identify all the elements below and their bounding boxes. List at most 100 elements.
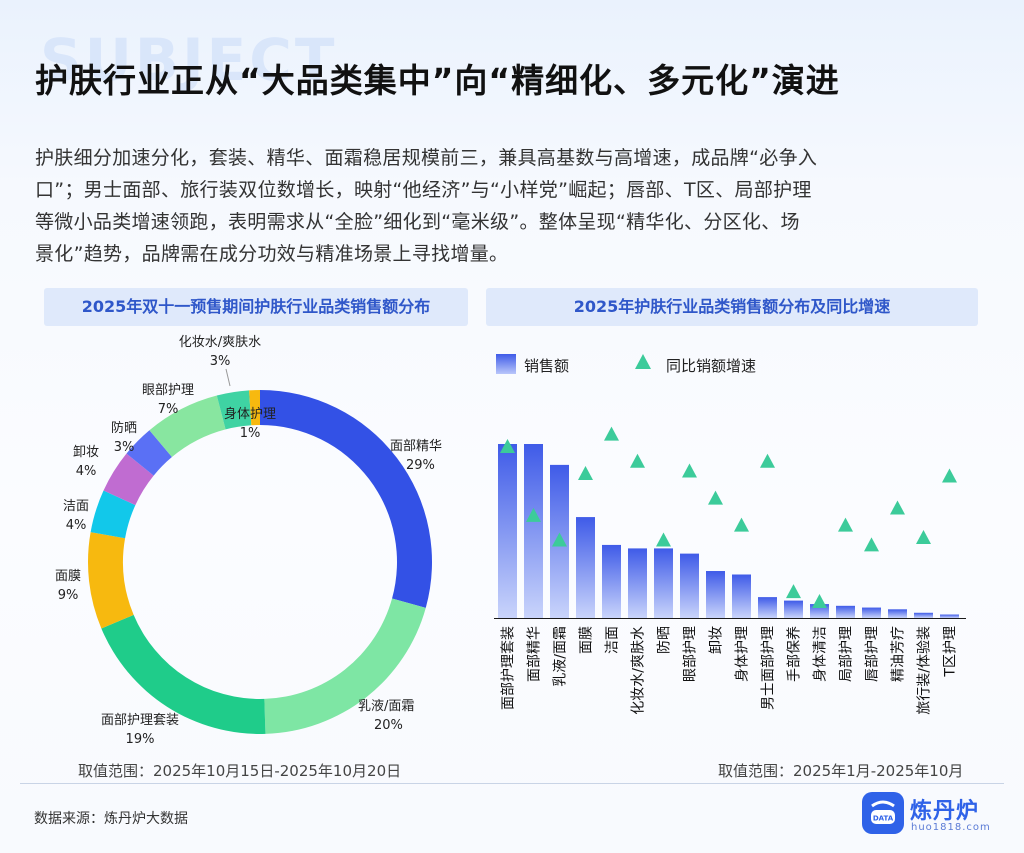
intro-paragraph: 护肤细分加速分化，套装、精华、面霜稳居规模前三，兼具高基数与高增速，成品牌“必争…	[35, 142, 995, 270]
donut-slice	[101, 614, 266, 734]
slice-value-label: 7%	[158, 402, 179, 417]
legend-swatch-triangle	[635, 354, 651, 369]
growth-marker	[760, 453, 775, 468]
slice-value-label: 1%	[240, 426, 261, 441]
growth-marker	[604, 426, 619, 441]
slice-value-label: 3%	[114, 440, 135, 455]
growth-marker	[916, 529, 931, 544]
donut-slice	[88, 532, 134, 629]
slice-label: 面部护理套装	[101, 712, 179, 728]
donut-chart: 面部精华 29% 乳液/面霜 20% 面部护理套装 19% 面膜 9% 洁面 4% 卸妆 4% 防晒 3%…	[55, 335, 442, 747]
intro-line: 口”；男士面部、旅行装双位数增长，映射“他经济”与“小样党”崛起；唇部、T区、局…	[35, 179, 812, 201]
intro-line: 等微小品类增速领跑，表明需求从“全脸”细化到“毫米级”。整体呈现“精华化、分区化…	[35, 211, 800, 233]
donut-slice	[260, 390, 432, 608]
category-tick-label: 卸妆	[709, 626, 725, 654]
slice-label: 化妆水/爽肤水	[179, 335, 261, 350]
bar	[498, 444, 517, 618]
growth-marker	[526, 507, 541, 522]
category-tick-label: 面膜	[579, 626, 595, 654]
slice-label: 乳液/面霜	[358, 699, 414, 714]
legend-label: 销售额	[524, 357, 569, 375]
slice-label: 卸妆	[73, 444, 99, 460]
bar	[758, 597, 777, 618]
bar	[654, 548, 673, 618]
slice-label: 眼部护理	[142, 383, 194, 398]
donut-slice	[216, 390, 252, 430]
growth-marker	[864, 537, 879, 552]
donut-slice	[126, 430, 172, 476]
page-title: 护肤行业正从“大品类集中”向“精细化、多元化”演进	[35, 61, 840, 100]
bar	[888, 609, 907, 618]
bar	[628, 548, 647, 618]
bar	[862, 607, 881, 618]
leader-line	[225, 368, 231, 387]
category-tick-label: 面部护理套装	[501, 626, 517, 710]
growth-marker	[708, 490, 723, 505]
donut-slice	[90, 490, 136, 539]
legend-label: 同比销额增速	[666, 357, 756, 375]
slice-label: 身体护理	[224, 406, 276, 422]
category-tick-label: T区护理	[943, 626, 959, 678]
donut-slice	[249, 390, 260, 426]
category-tick-label: 洁面	[605, 626, 621, 654]
right-chart-heading: 2025年护肤行业品类销售额分布及同比增速	[486, 288, 978, 326]
footer-divider	[20, 783, 1004, 784]
slice-label: 面膜	[55, 569, 81, 584]
subject-watermark: SUBJECT	[40, 26, 338, 94]
left-chart-heading: 2025年双十一预售期间护肤行业品类销售额分布	[44, 288, 468, 326]
logo-url: huo1818.com	[911, 822, 991, 833]
bar	[914, 612, 933, 618]
bar	[576, 517, 595, 618]
category-tick-label: 身体护理	[735, 626, 751, 682]
donut-slice	[149, 395, 226, 458]
logo-icon-text: DATA	[873, 815, 894, 823]
left-range-note: 取值范围：2025年10月15日-2025年10月20日	[78, 762, 402, 780]
slice-value-label: 4%	[66, 518, 87, 533]
category-tick-label: 眼部护理	[683, 626, 699, 682]
slice-value-label: 3%	[210, 354, 231, 369]
growth-marker	[812, 593, 827, 608]
legend-swatch-bar	[496, 354, 516, 374]
donut-slice	[264, 598, 426, 734]
bar	[680, 553, 699, 618]
logo-name: 炼丹炉	[910, 799, 980, 824]
slice-value-label: 20%	[374, 718, 403, 733]
category-tick-label: 局部护理	[839, 626, 855, 682]
intro-line: 护肤细分加速分化，套装、精华、面霜稳居规模前三，兼具高基数与高增速，成品牌“必争…	[35, 147, 818, 169]
data-source: 数据来源：炼丹炉大数据	[34, 811, 188, 827]
slice-label: 面部精华	[390, 439, 442, 454]
bar	[732, 574, 751, 618]
growth-marker	[578, 466, 593, 481]
category-tick-label: 防晒	[657, 626, 673, 654]
right-range-note: 取值范围：2025年1月-2025年10月	[718, 762, 964, 780]
category-tick-label: 乳液/面霜	[553, 626, 569, 687]
category-tick-label: 化妆水/爽肤水	[631, 626, 647, 715]
category-tick-label: 面部精华	[527, 626, 543, 682]
category-tick-label: 精油芳疗	[890, 626, 907, 682]
growth-marker	[942, 468, 957, 483]
category-tick-label: 男士面部护理	[761, 626, 777, 710]
growth-marker	[734, 517, 749, 532]
bar	[524, 444, 543, 618]
bar	[784, 600, 803, 618]
slice-value-label: 9%	[58, 588, 79, 603]
slice-value-label: 29%	[406, 458, 435, 473]
slice-value-label: 19%	[126, 732, 155, 747]
bar	[836, 605, 855, 618]
category-tick-label: 唇部护理	[865, 626, 881, 682]
bar	[940, 614, 959, 618]
slice-label: 防晒	[111, 420, 137, 436]
slice-value-label: 4%	[76, 464, 97, 479]
category-tick-label: 旅行装/体验装	[917, 626, 933, 715]
logo-icon: DATA	[862, 792, 904, 834]
growth-marker	[500, 438, 515, 453]
intro-line: 景化”趋势，品牌需在成分功效与精准场景上寻找增量。	[35, 243, 509, 265]
donut-slice	[103, 453, 154, 506]
growth-marker	[890, 500, 905, 515]
category-tick-label: 手部保养	[787, 626, 803, 682]
growth-marker	[786, 584, 801, 599]
growth-marker	[552, 532, 567, 547]
bar	[706, 571, 725, 618]
growth-marker	[838, 517, 853, 532]
